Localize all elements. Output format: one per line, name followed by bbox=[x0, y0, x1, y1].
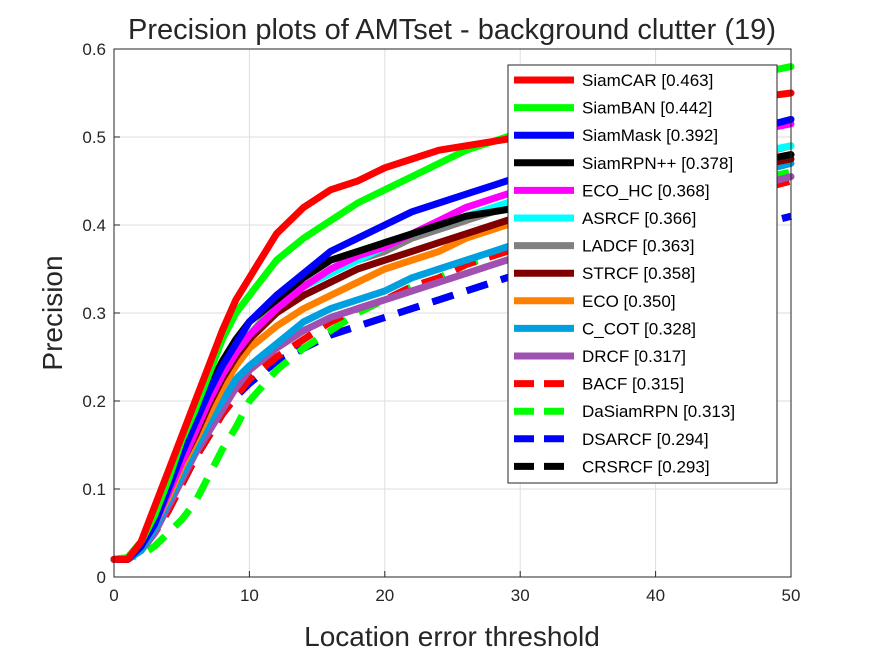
y-tick-label: 0.3 bbox=[82, 304, 106, 323]
legend-entry: CRSRCF [0.293] bbox=[582, 457, 710, 476]
legend-entry: LADCF [0.363] bbox=[582, 237, 694, 256]
x-tick-label: 50 bbox=[782, 586, 801, 605]
y-tick-label: 0.6 bbox=[82, 40, 106, 59]
legend-entry: C_COT [0.328] bbox=[582, 319, 696, 338]
series-line-dasiamrpn bbox=[113, 168, 792, 563]
legend-entry: DRCF [0.317] bbox=[582, 347, 686, 366]
legend-entry: SiamBAN [0.442] bbox=[582, 99, 712, 118]
legend-entry: SiamMask [0.392] bbox=[582, 126, 718, 145]
y-tick-label: 0.1 bbox=[82, 480, 106, 499]
legend-entry: SiamCAR [0.463] bbox=[582, 71, 713, 90]
axis-ticks: 0 10 20 30 40 50 0 0.1 0.2 0.3 0.4 0.5 0.6 bbox=[82, 40, 800, 605]
legend-entry: BACF [0.315] bbox=[582, 375, 684, 394]
y-tick-label: 0.5 bbox=[82, 128, 106, 147]
y-tick-label: 0.4 bbox=[82, 216, 106, 235]
legend-entry: ECO [0.350] bbox=[582, 292, 676, 311]
y-tick-label: 0.2 bbox=[82, 392, 106, 411]
x-tick-label: 10 bbox=[240, 586, 259, 605]
legend-entry: STRCF [0.358] bbox=[582, 264, 695, 283]
chart-title: Precision plots of AMTset - background c… bbox=[128, 14, 776, 46]
legend-entry: DaSiamRPN [0.313] bbox=[582, 402, 735, 421]
legend-entry: ASRCF [0.366] bbox=[582, 209, 696, 228]
x-axis-label: Location error threshold bbox=[304, 621, 600, 652]
legend: SiamCAR [0.463] SiamBAN [0.442] SiamMask [… bbox=[507, 64, 778, 484]
x-tick-label: 0 bbox=[109, 586, 118, 605]
y-axis-label: Precision bbox=[37, 255, 68, 370]
y-tick-label: 0 bbox=[97, 568, 106, 587]
legend-entry: ECO_HC [0.368] bbox=[582, 181, 710, 200]
x-tick-label: 30 bbox=[511, 586, 530, 605]
legend-entry: DSARCF [0.294] bbox=[582, 430, 709, 449]
legend-entry: SiamRPN++ [0.378] bbox=[582, 154, 733, 173]
x-tick-label: 20 bbox=[375, 586, 394, 605]
x-tick-label: 40 bbox=[646, 586, 665, 605]
